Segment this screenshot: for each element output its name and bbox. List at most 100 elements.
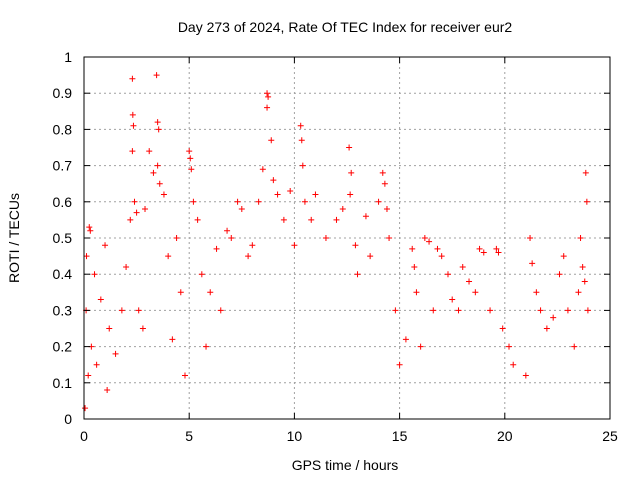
data-point — [274, 191, 281, 198]
data-point — [238, 206, 245, 213]
data-point — [527, 235, 534, 241]
data-point — [203, 343, 210, 350]
data-point — [411, 263, 418, 270]
data-point — [291, 242, 298, 249]
data-point — [499, 325, 506, 332]
data-point — [280, 216, 287, 223]
data-point — [543, 325, 550, 332]
data-point — [127, 216, 134, 223]
data-point — [259, 166, 266, 173]
data-point — [493, 245, 500, 252]
data-point — [392, 307, 399, 314]
data-point — [91, 271, 98, 278]
data-point — [417, 343, 424, 350]
data-point — [396, 361, 403, 368]
data-point — [409, 245, 416, 252]
x-tick-label: 20 — [497, 428, 513, 444]
data-point — [268, 137, 275, 144]
data-point — [102, 242, 109, 249]
data-point — [160, 191, 167, 198]
data-point — [131, 198, 138, 205]
data-point — [270, 177, 277, 184]
y-tick-label: 0 — [64, 411, 72, 427]
grid-lines — [84, 57, 610, 419]
data-point — [154, 162, 161, 169]
y-tick-label: 1 — [64, 49, 72, 65]
data-point — [367, 253, 374, 260]
data-point — [123, 263, 130, 270]
data-point — [556, 271, 563, 278]
data-point — [362, 213, 369, 220]
x-tick-label: 0 — [80, 428, 88, 444]
x-tick-label: 10 — [287, 428, 303, 444]
data-point — [129, 111, 136, 118]
data-point — [480, 249, 487, 256]
data-point — [255, 198, 262, 205]
y-axis-label: ROTI / TECUs — [6, 193, 22, 283]
data-point — [85, 372, 92, 379]
data-point — [426, 238, 433, 245]
data-point — [82, 405, 89, 412]
data-point — [112, 350, 119, 357]
data-point — [154, 119, 161, 126]
y-tick-label: 0.1 — [53, 375, 73, 391]
data-point — [173, 235, 180, 241]
data-point — [165, 253, 172, 260]
data-point — [264, 104, 271, 111]
data-point — [421, 235, 428, 241]
data-point — [181, 372, 188, 379]
data-point — [383, 206, 390, 213]
data-point — [129, 148, 136, 155]
chart-title: Day 273 of 2024, Rate Of TEC Index for r… — [178, 19, 513, 35]
data-point — [133, 209, 140, 216]
data-point — [581, 278, 588, 285]
data-point — [142, 206, 149, 213]
data-point — [510, 361, 517, 368]
data-point — [153, 72, 160, 79]
data-point — [135, 307, 142, 314]
data-point — [322, 235, 329, 241]
data-point — [346, 144, 353, 151]
data-point — [249, 242, 256, 249]
data-point — [265, 93, 272, 100]
data-point — [476, 245, 483, 252]
data-point — [582, 169, 589, 176]
data-point — [207, 289, 214, 296]
data-point — [571, 343, 578, 350]
data-point — [529, 260, 536, 267]
data-point — [213, 245, 220, 252]
data-point — [297, 122, 304, 129]
x-tick-label: 5 — [185, 428, 193, 444]
data-point — [155, 126, 162, 133]
data-point — [224, 227, 231, 234]
data-point — [287, 187, 294, 194]
y-tick-label: 0.7 — [53, 158, 73, 174]
data-point — [352, 242, 359, 249]
data-point — [438, 253, 445, 260]
data-point — [495, 249, 502, 256]
data-point — [583, 198, 590, 205]
data-point — [169, 336, 176, 343]
data-point — [87, 227, 94, 234]
y-tick-label: 0.8 — [53, 121, 73, 137]
data-point — [217, 307, 224, 314]
data-point — [381, 180, 388, 187]
data-point — [466, 278, 473, 285]
y-tick-label: 0.6 — [53, 194, 73, 210]
data-point — [83, 253, 90, 260]
data-point — [444, 271, 451, 278]
data-point — [190, 198, 197, 205]
data-point — [86, 224, 93, 231]
data-point — [347, 191, 354, 198]
data-point — [449, 296, 456, 303]
data-point — [472, 289, 479, 296]
data-point — [487, 307, 494, 314]
data-point — [564, 307, 571, 314]
data-point — [186, 148, 193, 155]
data-point — [118, 307, 125, 314]
data-point — [348, 169, 355, 176]
data-point — [459, 263, 466, 270]
data-point — [177, 289, 184, 296]
data-point — [339, 206, 346, 213]
